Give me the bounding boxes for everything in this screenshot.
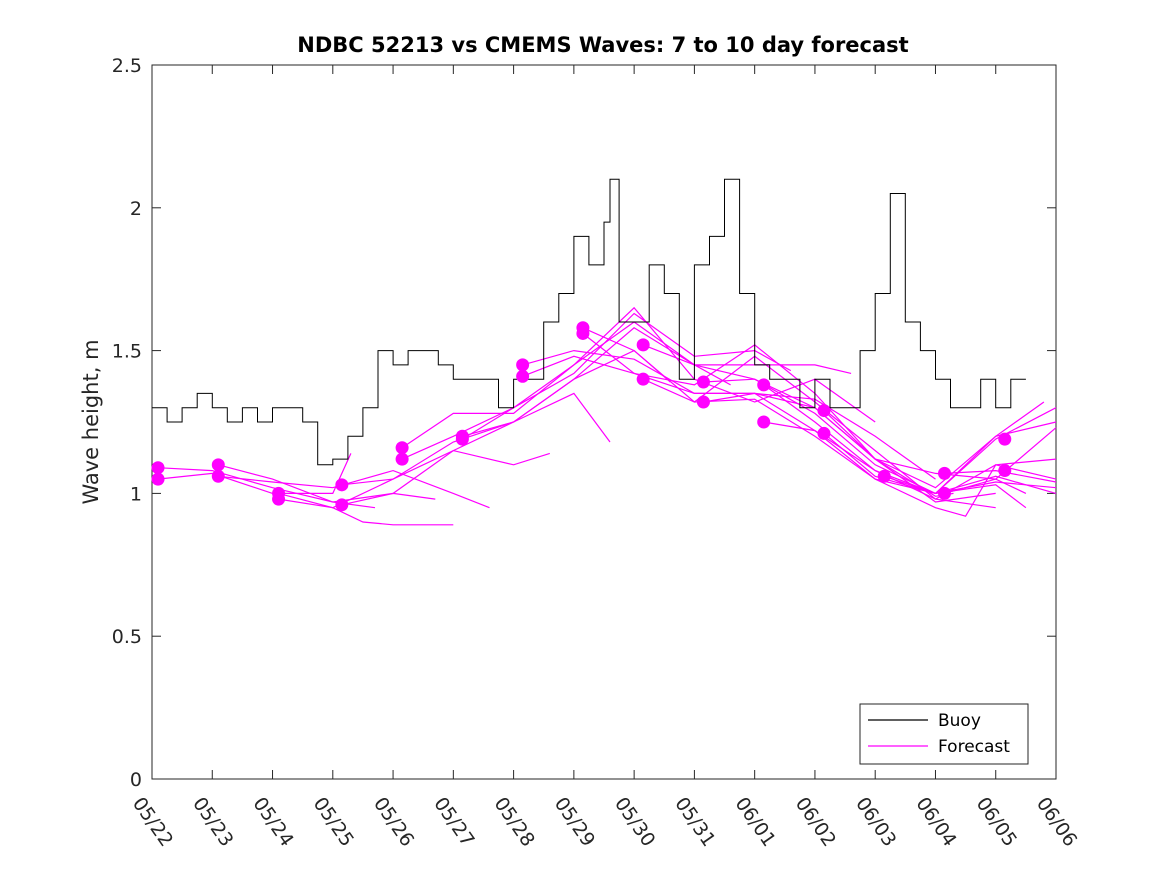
forecast-marker [576, 326, 590, 340]
x-tick-label: 05/27 [429, 793, 478, 850]
buoy-series-line [152, 178, 1026, 466]
forecast-marker [455, 432, 469, 446]
legend-box [859, 703, 1029, 765]
forecast-run-line [218, 469, 490, 509]
forecast-run-line [944, 478, 1027, 494]
forecast-marker [151, 472, 165, 486]
forecast-marker [998, 432, 1012, 446]
forecast-marker [757, 378, 771, 392]
x-tick-label: 05/26 [369, 793, 418, 850]
forecast-marker [335, 478, 349, 492]
forecast-markers [151, 321, 1012, 512]
forecast-marker [757, 415, 771, 429]
x-tick-label: 06/03 [851, 793, 900, 850]
forecast-run-line [462, 327, 852, 437]
x-tick-label: 05/24 [248, 793, 297, 850]
x-tick-label: 06/02 [791, 793, 840, 850]
forecast-marker [211, 469, 225, 483]
forecast-run-line [278, 449, 550, 509]
forecast-marker [696, 395, 710, 409]
forecast-marker [395, 441, 409, 455]
y-tick-label: 1 [130, 483, 142, 505]
x-tick-label: 05/28 [490, 793, 539, 850]
forecast-run-line [341, 392, 611, 486]
forecast-marker [151, 461, 165, 475]
forecast-marker [998, 464, 1012, 478]
chart-title: NDBC 52213 vs CMEMS Waves: 7 to 10 day f… [297, 33, 908, 57]
y-tick-label: 2.5 [112, 55, 142, 77]
forecast-run-line [278, 498, 454, 526]
x-tick-label: 05/23 [188, 793, 237, 850]
forecast-marker [636, 372, 650, 386]
x-tick-label: 05/22 [128, 793, 177, 850]
forecast-marker [696, 375, 710, 389]
x-tick-label: 06/06 [1032, 793, 1081, 850]
forecast-marker [516, 369, 530, 383]
forecast-marker [636, 338, 650, 352]
x-tick-label: 05/31 [670, 793, 719, 850]
x-tick-label: 05/29 [550, 793, 599, 850]
forecast-run-line [703, 392, 1057, 517]
legend-forecast-label: Forecast [938, 737, 1010, 757]
y-tick-label: 0.5 [112, 626, 142, 648]
forecast-run-line [462, 306, 876, 440]
forecast-run-line [944, 469, 1057, 483]
x-tick-label: 06/05 [972, 793, 1021, 850]
forecast-marker [272, 492, 286, 506]
x-tick-label: 05/30 [610, 793, 659, 850]
x-tick-label: 06/04 [911, 793, 960, 850]
y-tick-label: 0 [130, 769, 142, 791]
forecast-run-line [642, 344, 1027, 509]
y-axis: 0 0.5 1 1.5 2 2.5 [112, 55, 1056, 791]
forecast-marker [817, 404, 831, 418]
forecast-marker [335, 498, 349, 512]
forecast-run-line [218, 464, 436, 503]
forecast-marker [938, 466, 952, 480]
y-axis-label: Wave height, m [79, 339, 103, 504]
forecast-run-line [884, 407, 1057, 495]
x-tick-label: 06/01 [731, 793, 780, 850]
forecast-marker [877, 469, 891, 483]
forecast-marker [516, 358, 530, 372]
forecast-marker [395, 452, 409, 466]
forecast-run-line [823, 410, 1057, 480]
x-tick-label: 05/25 [309, 793, 358, 850]
plot-area [151, 64, 1057, 780]
forecast-marker [938, 486, 952, 500]
y-tick-label: 2 [130, 198, 142, 220]
legend: Buoy Forecast [859, 703, 1029, 765]
forecast-marker [817, 426, 831, 440]
y-tick-label: 1.5 [112, 341, 142, 363]
legend-buoy-label: Buoy [938, 711, 981, 731]
forecast-run-line [763, 384, 1057, 495]
forecast-marker [211, 458, 225, 472]
